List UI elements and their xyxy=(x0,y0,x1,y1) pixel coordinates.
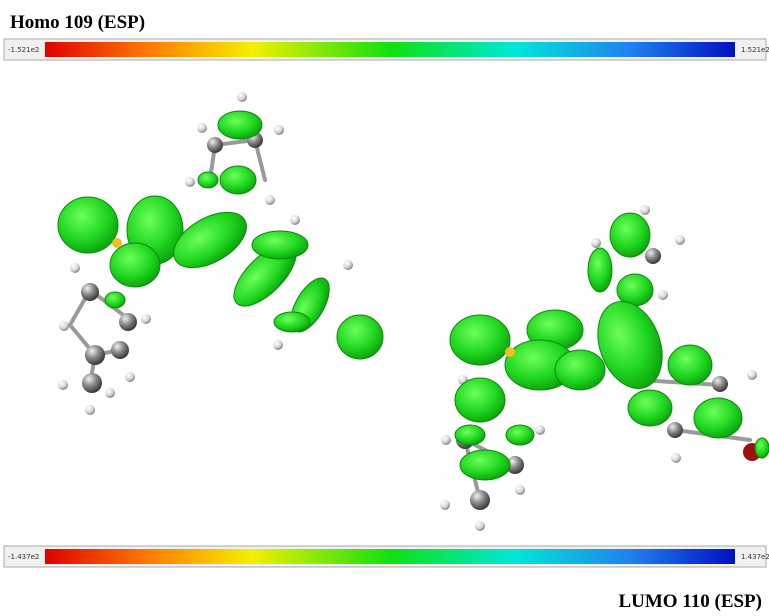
scale-max: 1.437e2 xyxy=(741,553,769,561)
top-title: Homo 109 (ESP) xyxy=(10,12,145,33)
bottom-title: LUMO 110 (ESP) xyxy=(618,591,762,612)
left-molecule xyxy=(58,92,383,415)
bottom-color-scale: -1.437e2 1.437e2 xyxy=(4,546,769,567)
scale-min: -1.521e2 xyxy=(8,46,39,54)
top-color-scale: -1.521e2 1.521e2 xyxy=(4,39,769,60)
scale-min: -1.437e2 xyxy=(8,553,39,561)
right-molecule xyxy=(440,205,769,531)
figure: Homo 109 (ESP) -1.521e2 1.521e2 xyxy=(0,0,769,616)
scale-max: 1.521e2 xyxy=(741,46,769,54)
